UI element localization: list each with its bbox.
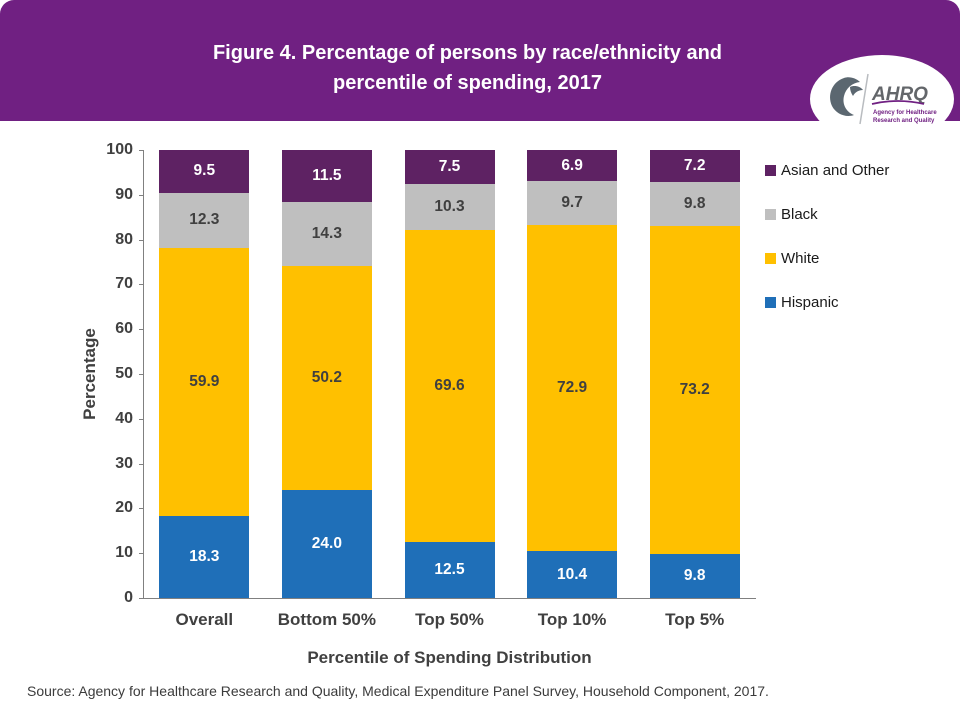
data-label: 11.5 (312, 166, 342, 184)
x-axis-title: Percentile of Spending Distribution (307, 648, 592, 667)
legend-label: Hispanic (781, 294, 839, 311)
y-axis-tick-mark (139, 284, 143, 286)
legend-swatch (765, 165, 776, 176)
bar-segment-black (649, 182, 740, 227)
data-label: 10.4 (557, 565, 588, 583)
y-axis-tick-mark (139, 463, 143, 465)
x-axis-category-label: Bottom 50% (277, 610, 377, 629)
figure-title: Figure 4. Percentage of persons by race/… (0, 38, 935, 98)
data-label: 73.2 (679, 381, 710, 399)
y-axis-line (143, 150, 144, 598)
legend-item: White (765, 250, 889, 267)
bar-segment-white (281, 265, 372, 491)
figure-title-line2: percentile of spending, 2017 (333, 72, 602, 94)
y-axis-tick-label: 30 (115, 454, 133, 472)
bar-segment-white (159, 247, 250, 516)
data-label: 10.3 (434, 198, 465, 216)
bar-segment-black (281, 201, 372, 266)
x-axis-category-label: Top 5% (665, 610, 725, 629)
logo-swoosh (871, 100, 925, 105)
bar-segment-asian-and-other (404, 150, 495, 185)
x-axis-category-label: Top 10% (537, 610, 607, 629)
y-axis-tick-label: 50 (115, 365, 133, 382)
data-label: 9.7 (561, 194, 583, 212)
y-axis-tick-mark (139, 194, 143, 196)
bar-segment-hispanic (649, 554, 740, 598)
bar-segment-white (527, 224, 618, 552)
y-axis-tick-mark (139, 329, 143, 331)
data-label: 6.9 (561, 156, 583, 174)
y-axis-tick-mark (139, 553, 143, 555)
y-axis-tick-mark (139, 598, 143, 599)
y-axis-tick-label: 0 (124, 589, 133, 606)
bar-segment-asian-and-other (649, 150, 740, 183)
legend-label: Asian and Other (781, 162, 890, 179)
data-label: 14.3 (311, 224, 342, 242)
ahrq-logo: AHRQ Agency for Healthcare Research and … (810, 55, 954, 143)
data-label: 72.9 (557, 379, 588, 397)
y-axis-tick-label: 90 (115, 185, 133, 203)
data-label: 9.8 (683, 195, 706, 213)
logo-divider (859, 73, 869, 125)
logo-tagline-line2: Research and Quality (873, 118, 935, 124)
chart-legend: Asian and Other Black White Hispanic (765, 162, 889, 338)
data-label: 24.0 (311, 535, 342, 553)
bar-segment-hispanic (404, 542, 495, 598)
y-axis-tick-label: 70 (115, 275, 133, 293)
bar-segment-asian-and-other (159, 150, 250, 193)
data-label: 7.5 (438, 158, 461, 176)
data-label: 7.2 (683, 157, 706, 175)
logo-tagline-line1: Agency for Healthcare (873, 110, 937, 116)
legend-item: Asian and Other (765, 162, 889, 179)
logo-ellipse (810, 55, 954, 143)
bar-segment-black (527, 181, 618, 225)
data-label: 9.5 (193, 162, 216, 180)
legend-label: White (781, 250, 820, 267)
data-label: 59.9 (189, 372, 220, 390)
y-axis-tick-label: 40 (115, 409, 133, 427)
y-axis-tick-label: 20 (115, 499, 133, 517)
y-axis-tick-label: 10 (115, 544, 133, 562)
data-label: 9.8 (683, 567, 706, 585)
bar-segment-white (404, 230, 495, 542)
bar-segment-hispanic (159, 516, 250, 598)
data-label: 50.2 (311, 369, 342, 387)
legend-swatch (765, 209, 776, 220)
logo-acronym: AHRQ (871, 84, 928, 105)
data-label: 69.6 (434, 377, 465, 395)
x-axis-category-label: Overall (175, 610, 234, 629)
legend-swatch (765, 253, 776, 264)
legend-item: Black (765, 206, 889, 223)
figure-title-line1: Figure 4. Percentage of persons by race/… (212, 42, 723, 64)
legend-item: Hispanic (765, 294, 889, 311)
x-axis-category-label: Top 50% (415, 610, 484, 629)
bar-segment-asian-and-other (281, 150, 372, 202)
data-label: 12.5 (434, 561, 465, 578)
bar-segment-black (404, 184, 495, 231)
legend-swatch (765, 297, 776, 308)
data-label: 12.3 (189, 211, 220, 229)
x-axis-line (143, 598, 756, 599)
bar-segment-hispanic (527, 551, 618, 598)
legend-label: Black (781, 206, 818, 223)
y-axis-tick-label: 100 (106, 141, 133, 158)
header-banner (0, 0, 960, 121)
y-axis-tick-mark (139, 239, 143, 241)
bar-segment-black (159, 192, 250, 248)
y-axis-tick-label: 80 (115, 230, 133, 248)
bar-segment-white (649, 226, 740, 555)
y-axis-tick-mark (139, 508, 143, 510)
data-label: 18.3 (189, 548, 220, 565)
y-axis-tick-label: 60 (115, 320, 133, 338)
y-axis-tick-mark (139, 374, 143, 375)
hhs-eagle-icon (830, 77, 863, 116)
bar-segment-hispanic (281, 490, 372, 598)
y-axis-tick-mark (139, 418, 143, 420)
y-axis-tick-mark (139, 150, 143, 151)
source-note: Source: Agency for Healthcare Research a… (27, 683, 769, 699)
bar-segment-asian-and-other (527, 150, 618, 182)
